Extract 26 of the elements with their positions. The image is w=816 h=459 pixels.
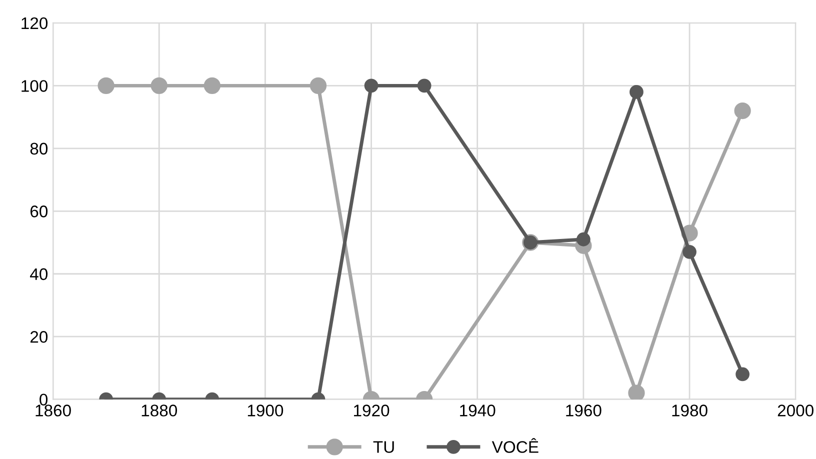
y-tick-label: 40 [30,268,48,280]
point [734,102,751,120]
point [150,77,168,94]
x-tick-label: 2000 [778,404,814,416]
point [364,78,378,93]
y-tick-label: 100 [22,80,48,92]
y-tick-label: 80 [30,142,48,155]
x-tick-label: 1860 [36,404,71,416]
point [417,78,432,93]
x-tick-label: 1900 [248,404,284,416]
x-tick-label: 1960 [566,404,602,416]
legend-label: VOCÊ [492,438,538,453]
y-tick-label: 60 [30,206,48,218]
legend-label: TU [373,441,394,453]
x-tick-label: 1980 [672,404,708,416]
y-tick-label: 120 [22,17,48,30]
point [630,85,644,99]
y-tick-label: 0 [40,394,48,406]
x-tick-label: 1880 [142,404,178,416]
point [98,77,114,94]
y-tick-label: 20 [30,331,48,343]
x-tick-label: 1940 [460,404,496,416]
point [576,232,590,246]
x-tick-label: 1920 [354,404,390,416]
point [310,77,327,94]
point [204,77,220,94]
